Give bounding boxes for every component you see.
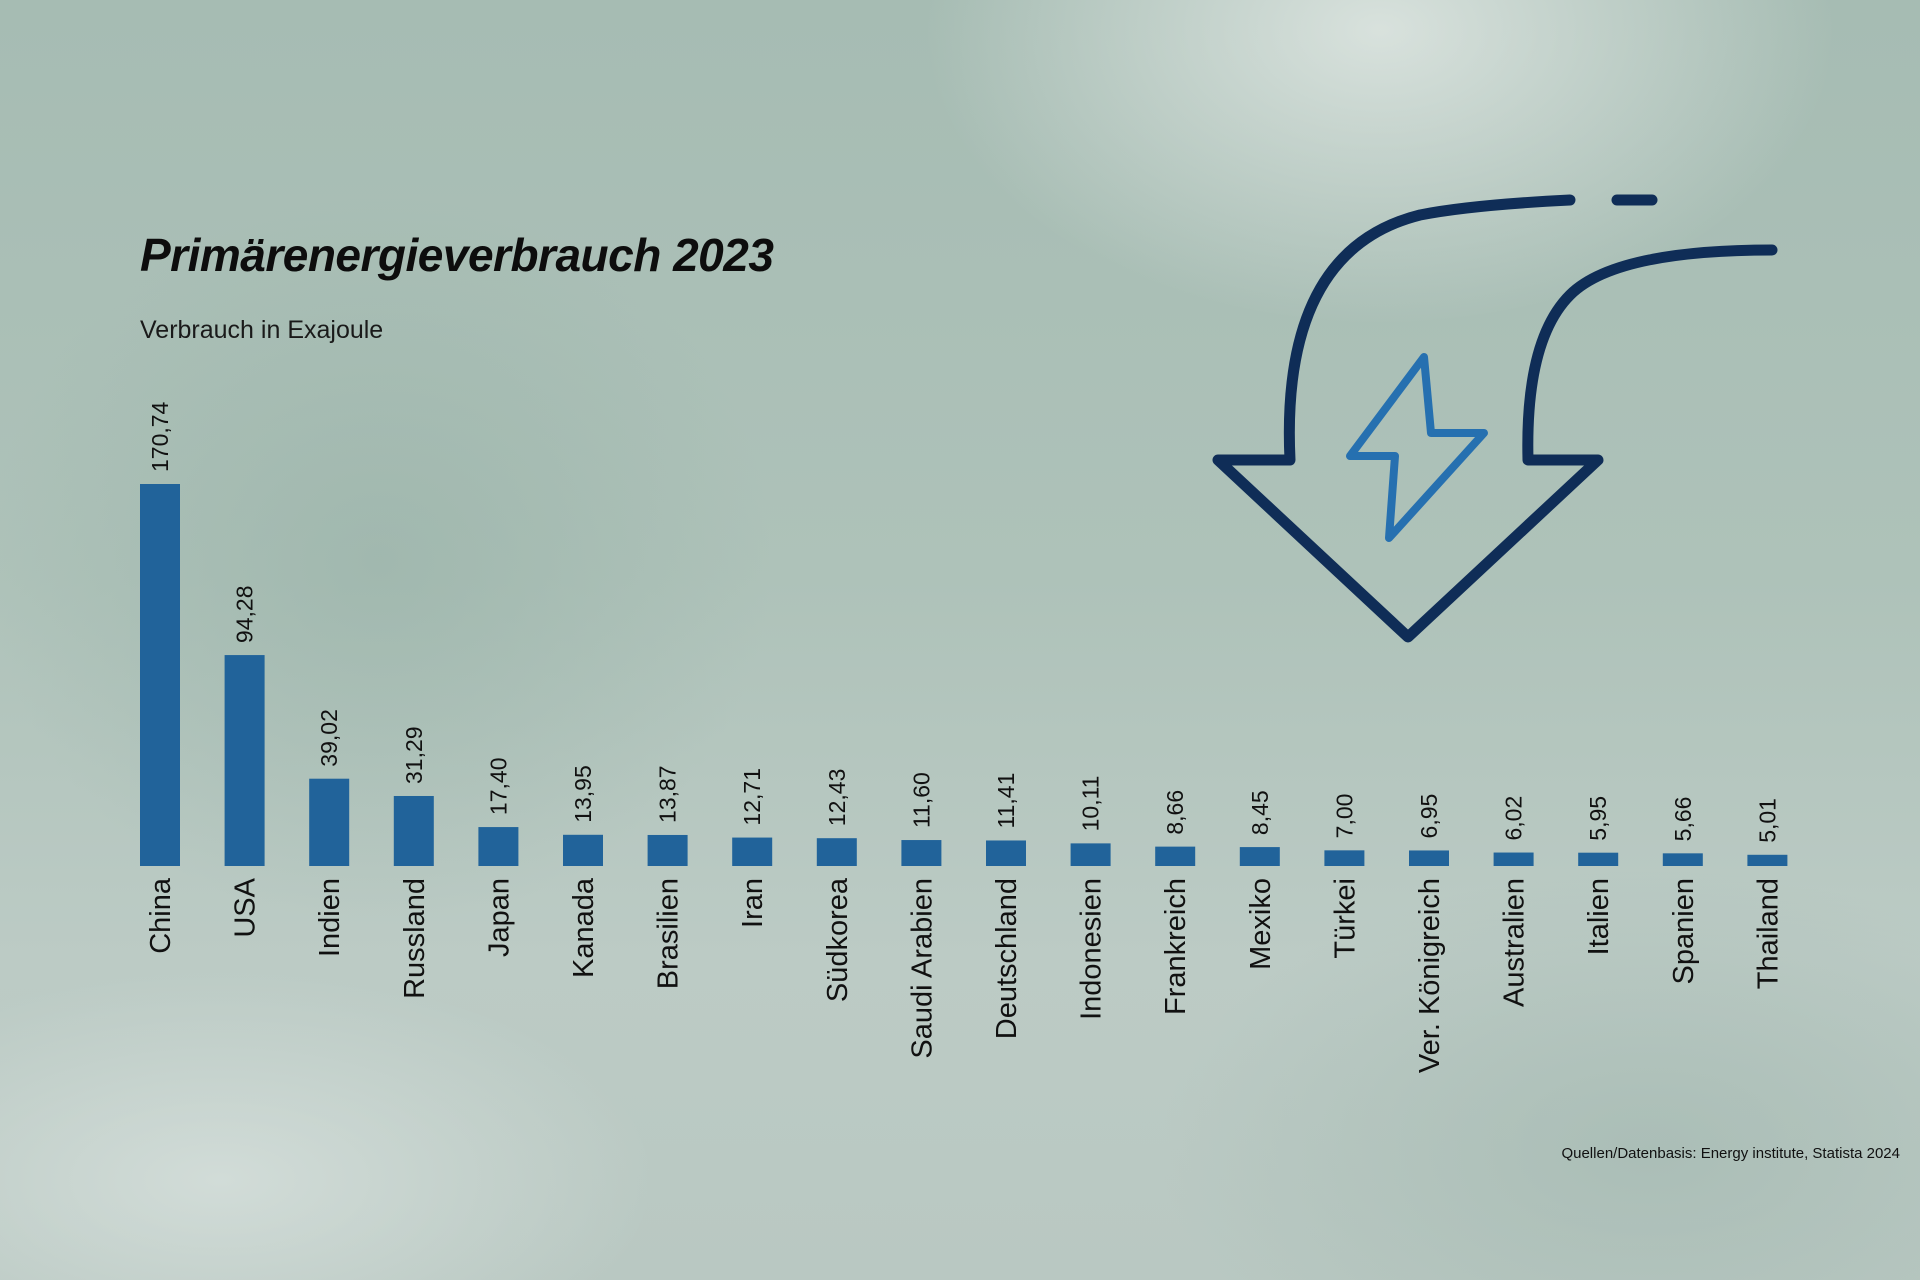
bar-6 xyxy=(647,834,688,866)
value-label-4: 17,40 xyxy=(485,758,511,816)
value-label-16: 6,02 xyxy=(1501,796,1527,841)
category-label-18: Spanien xyxy=(1668,878,1700,984)
category-label-4: Japan xyxy=(483,878,515,957)
value-label-8: 12,43 xyxy=(824,769,850,827)
category-label-19: Thailand xyxy=(1752,878,1784,989)
category-label-9: Saudi Arabien xyxy=(906,878,938,1059)
bar-10 xyxy=(986,840,1026,866)
bar-8 xyxy=(816,838,857,866)
value-label-18: 5,66 xyxy=(1670,797,1696,842)
value-label-2: 39,02 xyxy=(316,709,342,767)
value-label-0: 170,74 xyxy=(147,401,173,472)
category-label-10: Deutschland xyxy=(991,878,1023,1039)
value-label-11: 10,11 xyxy=(1078,776,1104,832)
energy-reduction-arrow-icon xyxy=(1212,194,1778,643)
category-label-12: Frankreich xyxy=(1160,878,1192,1015)
bar-5 xyxy=(563,834,603,866)
category-label-14: Türkei xyxy=(1329,878,1361,959)
category-label-6: Brasilien xyxy=(653,878,685,989)
category-label-3: Russland xyxy=(399,878,431,999)
bar-9 xyxy=(901,840,942,866)
category-label-7: Iran xyxy=(737,878,769,928)
bar-16 xyxy=(1493,852,1534,866)
value-label-9: 11,60 xyxy=(908,772,934,828)
chart-title: Primärenergieverbrauch 2023 xyxy=(140,229,774,281)
value-label-13: 8,45 xyxy=(1247,790,1273,835)
bar-15 xyxy=(1409,850,1449,866)
bar-14 xyxy=(1324,850,1365,866)
value-label-5: 13,95 xyxy=(570,765,596,823)
category-label-15: Ver. Königreich xyxy=(1414,878,1446,1073)
chart-subtitle: Verbrauch in Exajoule xyxy=(140,316,384,344)
source-note: Quellen/Datenbasis: Energy institute, St… xyxy=(1561,1145,1900,1162)
bar-18 xyxy=(1662,853,1703,866)
category-label-16: Australien xyxy=(1499,878,1531,1007)
value-label-19: 5,01 xyxy=(1754,798,1780,843)
bar-12 xyxy=(1155,846,1196,866)
bar-4 xyxy=(478,827,519,866)
value-label-6: 13,87 xyxy=(655,765,681,823)
value-label-3: 31,29 xyxy=(401,726,427,784)
value-label-17: 5,95 xyxy=(1585,796,1611,841)
category-label-0: China xyxy=(145,877,177,954)
bar-0 xyxy=(140,484,180,866)
category-label-1: USA xyxy=(230,877,262,937)
category-label-11: Indonesien xyxy=(1076,878,1108,1020)
category-label-13: Mexiko xyxy=(1245,878,1277,970)
lightning-bolt-icon xyxy=(1346,353,1488,542)
category-label-17: Italien xyxy=(1583,878,1615,955)
value-label-15: 6,95 xyxy=(1416,794,1442,839)
value-label-12: 8,66 xyxy=(1162,790,1188,835)
bar-13 xyxy=(1239,847,1280,866)
bar-1 xyxy=(224,655,265,866)
category-label-5: Kanada xyxy=(568,877,600,978)
category-label-2: Indien xyxy=(314,878,346,957)
bar-19 xyxy=(1747,854,1788,866)
value-label-7: 12,71 xyxy=(739,768,765,826)
bar-7 xyxy=(732,837,773,866)
value-label-1: 94,28 xyxy=(232,586,258,644)
bar-17 xyxy=(1578,852,1619,866)
bar-3 xyxy=(393,795,434,866)
value-label-14: 7,00 xyxy=(1331,794,1357,839)
bar-11 xyxy=(1070,843,1111,866)
down-arrow-outline xyxy=(1212,194,1778,643)
category-label-8: Südkorea xyxy=(822,877,854,1002)
value-label-10: 11,41 xyxy=(993,773,1019,829)
bar-2 xyxy=(309,778,350,866)
